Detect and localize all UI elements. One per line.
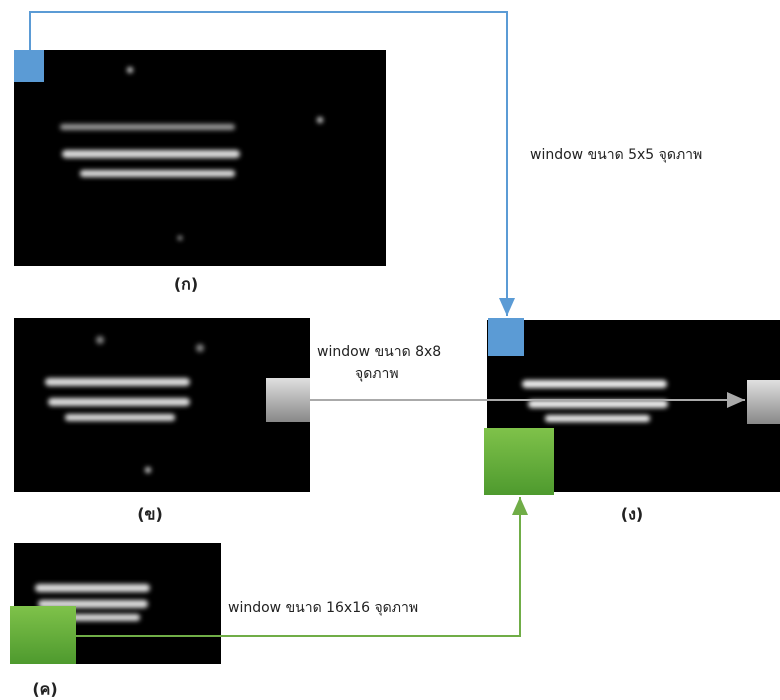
image-b bbox=[14, 318, 310, 492]
image-label: (ข) bbox=[137, 505, 163, 524]
image-a bbox=[14, 50, 386, 266]
connection-label: window ขนาด 8x8 bbox=[317, 344, 441, 360]
diagram: (ก) (ข) (ค) (ง) window ขนาด 5x5 จุดภาพ w… bbox=[0, 0, 780, 700]
connection-label: window ขนาด 16x16 จุดภาพ bbox=[228, 600, 418, 616]
window-8x8-target bbox=[747, 380, 780, 424]
window-5x5-target bbox=[488, 318, 524, 356]
connection-label: window ขนาด 5x5 จุดภาพ bbox=[530, 147, 702, 163]
window-5x5 bbox=[14, 50, 44, 82]
window-16x16 bbox=[10, 606, 76, 664]
image-label: (ค) bbox=[32, 680, 57, 699]
image-label: (ก) bbox=[174, 275, 198, 294]
image-label: (ง) bbox=[621, 505, 643, 524]
window-16x16-target bbox=[484, 428, 554, 495]
window-8x8 bbox=[266, 378, 310, 422]
connection-label: จุดภาพ bbox=[355, 366, 399, 382]
